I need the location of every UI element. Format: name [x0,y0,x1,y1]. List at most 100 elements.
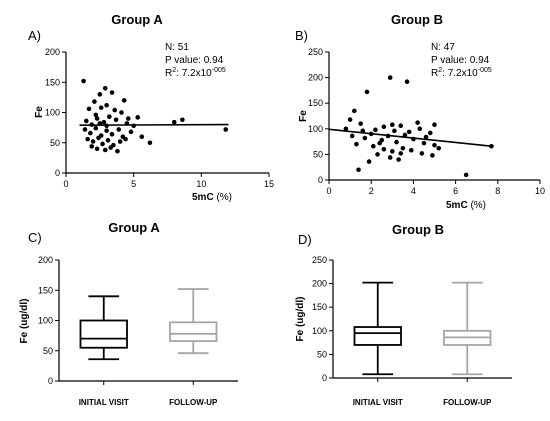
panel-c: C) Group A 0 50 100 150 200 Fe (ug/dl) INITIAL V… [19,220,238,407]
data-point [423,134,429,140]
y-tick-label: 200 [308,73,323,83]
panel-a: A) Group A 0 50 100 150 200 Fe 0 5 10 15 5mC (%) N: 5… [28,12,274,203]
data-point [364,89,370,95]
data-point [81,78,86,84]
data-point [97,92,103,97]
data-point [354,141,359,147]
category-label: INITIAL VISIT [79,398,129,407]
data-point [356,167,361,173]
panel-label: D) [298,232,312,247]
data-point [349,133,355,139]
panel-d: D) Group B 0 50 100 150 200 250 Fe (ug/dl) INITIA… [295,222,512,407]
data-point [406,129,412,135]
data-point [88,130,93,136]
data-point [371,143,376,149]
data-point [417,126,423,132]
data-point [398,151,404,156]
x-tick-label: 8 [495,186,500,196]
data-point [84,118,89,124]
y-tick-label: 150 [38,285,53,295]
data-point [390,149,395,154]
category-label: FOLLOW-UP [443,398,492,407]
data-point [463,172,469,178]
data-point [362,135,368,141]
data-point [86,106,92,112]
y-tick-label: 150 [45,77,60,87]
data-point [108,145,113,150]
data-point [128,129,134,135]
x-axis-label: 5mC (%) [192,192,232,203]
data-point [394,139,399,145]
y-tick-label: 0 [322,373,327,383]
data-point [223,127,228,132]
data-point [387,75,393,80]
panel-b: B) Group B 0 50 100 150 200 250 Fe 0 2 4 6 8 10 5mC (%)… [295,12,545,211]
data-point [390,122,395,128]
data-point [94,116,100,121]
data-point [101,119,107,125]
data-point [373,127,378,133]
x-tick-label: 10 [535,186,545,196]
panel-label: A) [28,28,41,43]
y-tick-label: 100 [308,124,323,134]
data-point [408,148,414,153]
regression-line [79,123,229,127]
stat-p-value: P value: 0.94 [431,55,490,66]
data-point [105,138,111,143]
y-tick-label: 50 [43,346,53,356]
y-tick-label: 50 [317,349,327,359]
data-point [396,157,401,162]
data-point [85,136,90,142]
y-tick-label: 0 [318,175,323,185]
box-1: INITIAL VISIT [79,295,129,407]
data-point [398,123,404,129]
y-axis-label: Fe [298,110,309,122]
data-point [404,79,410,84]
data-point [82,127,88,132]
chart-title: Group A [108,220,160,235]
y-tick-label: 250 [312,255,327,265]
data-point [109,131,115,137]
data-point [392,128,397,134]
stat-n: N: 51 [165,42,189,53]
data-point [432,142,437,148]
data-point [98,105,104,110]
box-2: FOLLOW-UP [169,288,218,407]
x-tick-label: 0 [326,186,331,196]
x-tick-label: 6 [453,186,458,196]
category-label: FOLLOW-UP [169,398,218,407]
data-point [113,117,119,123]
data-point [358,121,363,126]
data-point [90,139,96,144]
data-point [180,117,185,123]
data-point [112,107,118,113]
data-point [135,115,141,120]
data-point [171,119,177,125]
panel-label: B) [295,28,308,43]
data-point [147,140,153,146]
data-point [104,102,109,108]
data-point [107,114,112,120]
y-axis-label: Fe [34,106,45,118]
panel-label: C) [28,230,42,245]
data-point [125,116,131,121]
box-1: INITIAL VISIT [353,281,403,407]
iqr-box [79,319,128,349]
data-point [102,147,108,153]
iqr-box [353,326,402,346]
data-point [381,146,387,152]
data-point [377,140,382,146]
data-point [347,117,353,122]
data-point [419,151,425,156]
x-tick-label: 0 [63,179,68,189]
chart-title: Group B [391,12,443,27]
chart-title: Group B [392,222,444,237]
y-tick-label: 50 [50,138,60,148]
y-tick-label: 200 [312,279,327,289]
stat-r-squared: R2: 7.2x10-005 [431,67,492,79]
data-point [123,136,128,142]
y-axis-label: Fe (ug/dl) [295,297,306,342]
data-point [92,99,97,104]
data-point [100,141,105,147]
data-point [421,140,427,146]
